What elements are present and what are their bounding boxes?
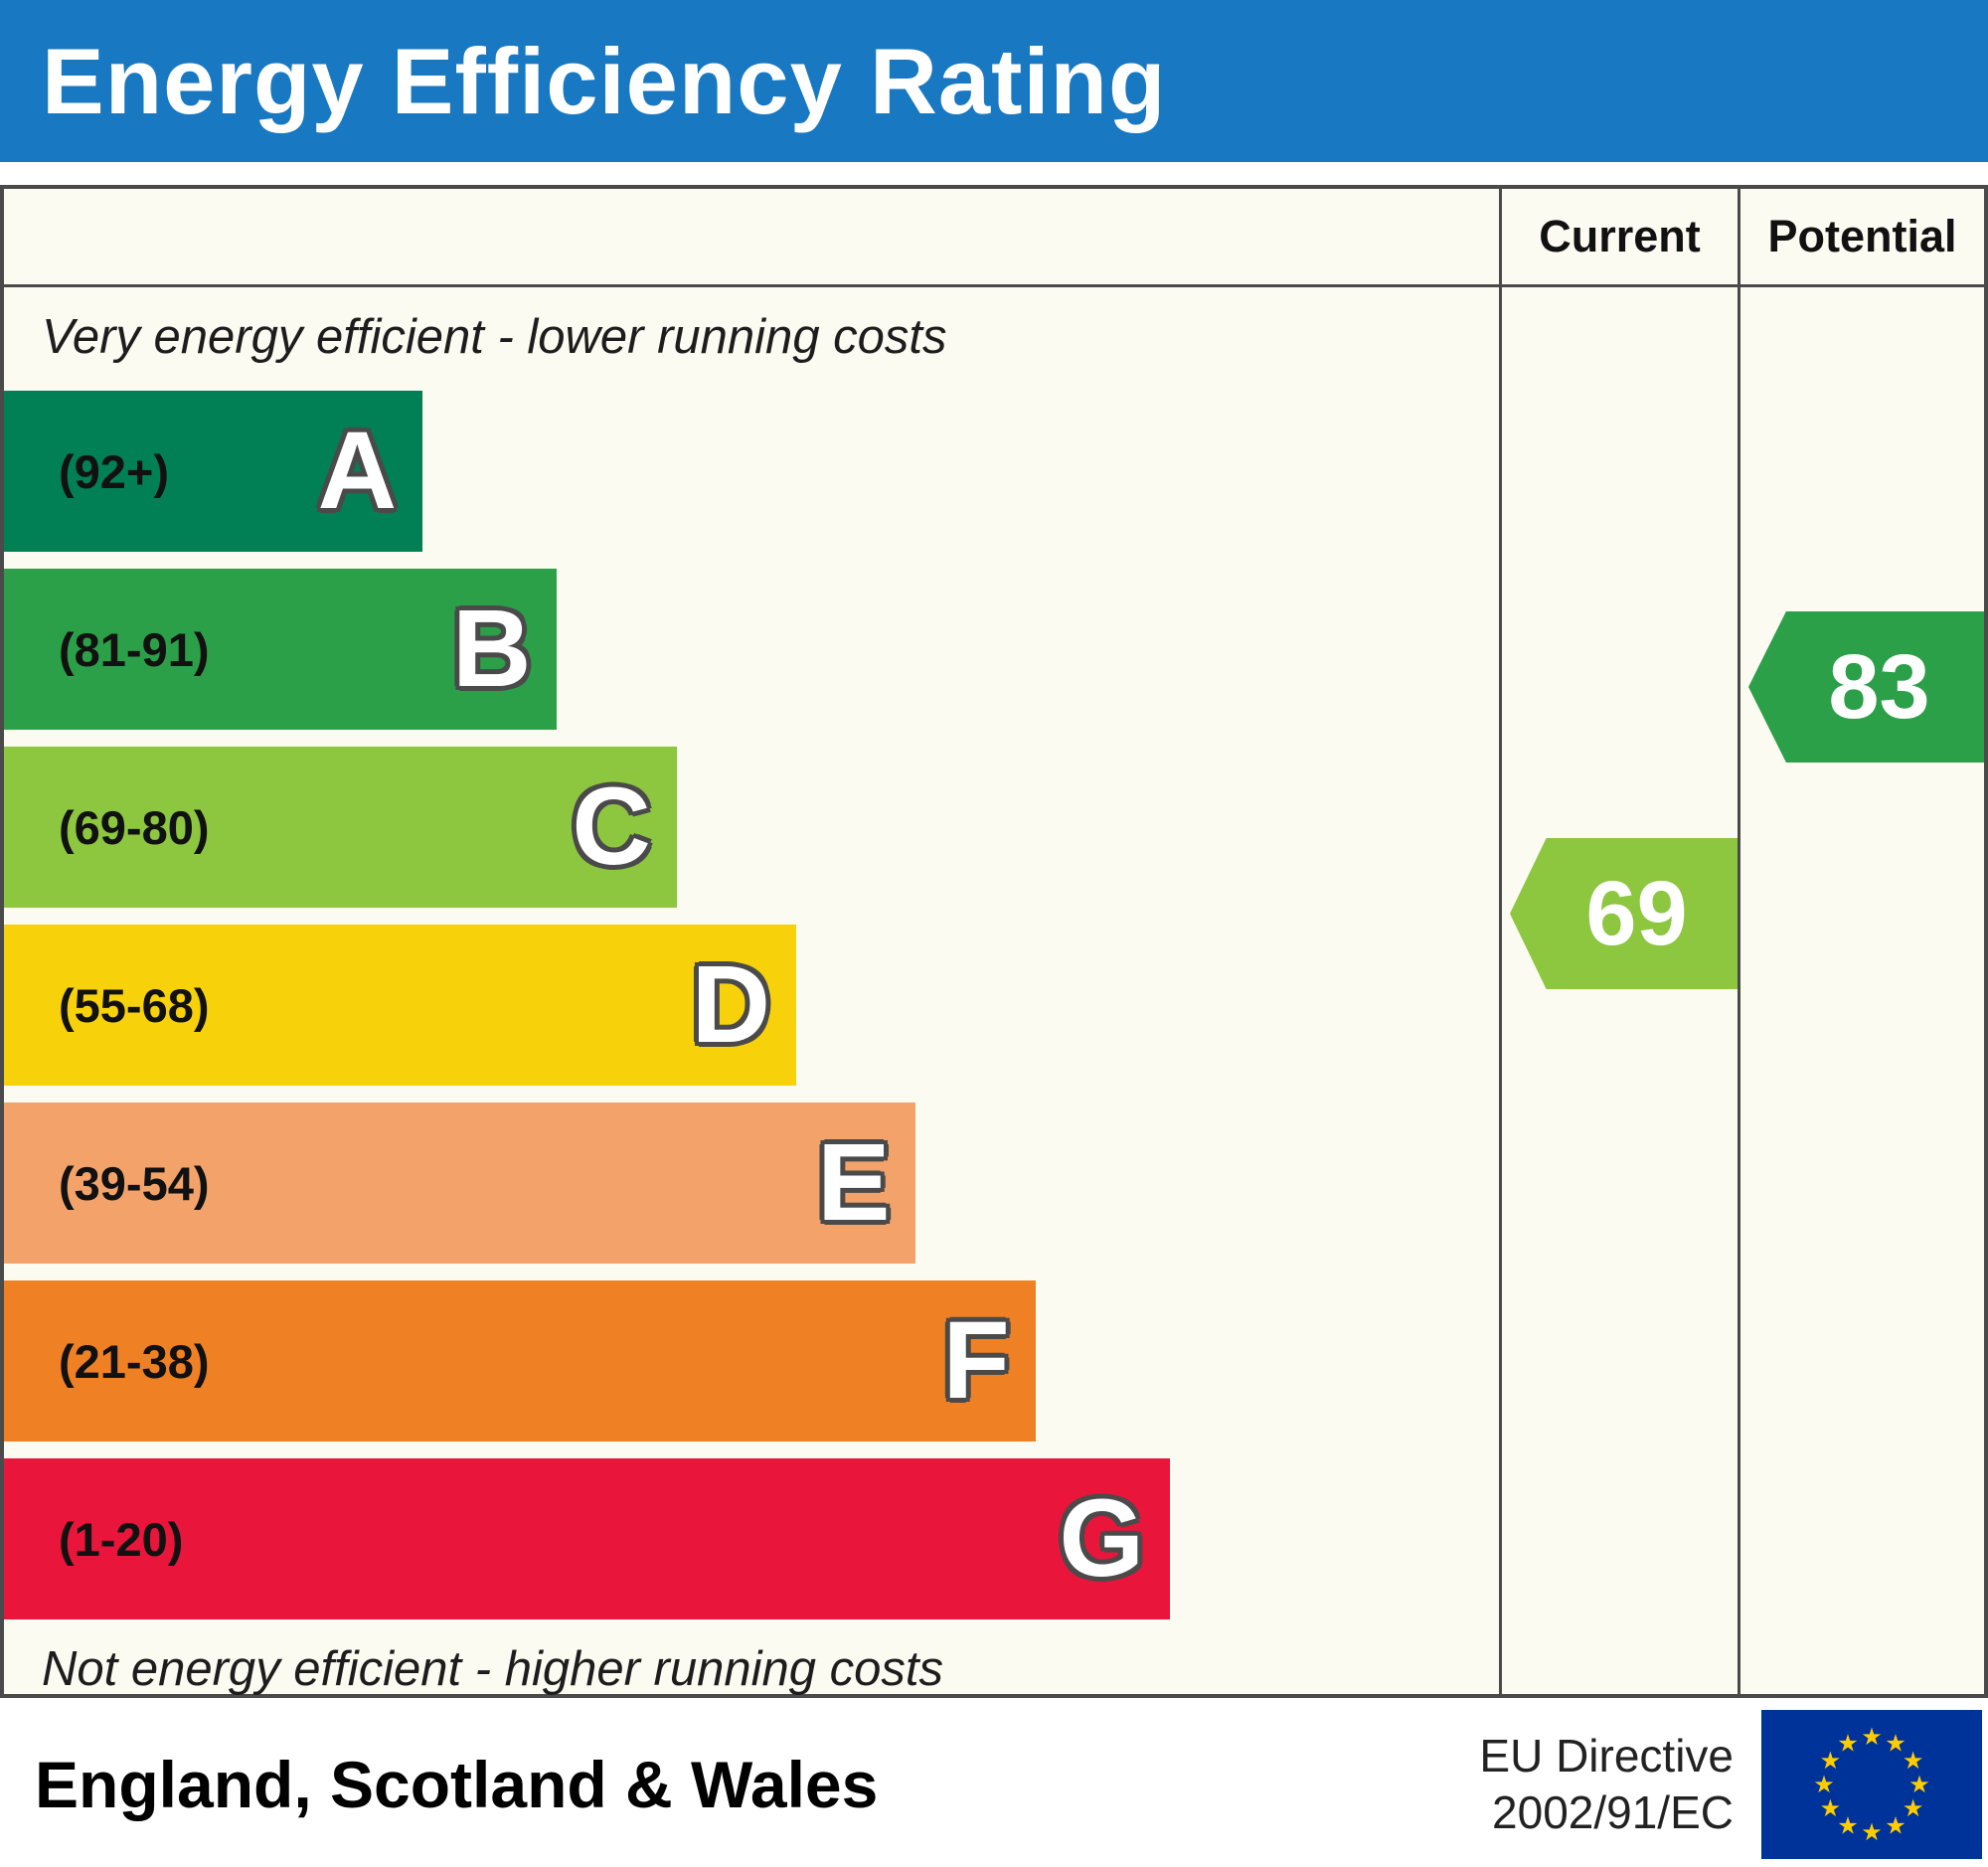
footer: England, Scotland & Wales EU Directive 2… (0, 1702, 1988, 1867)
svg-text:★: ★ (1820, 1794, 1842, 1822)
table-header: Current Potential (4, 189, 1984, 287)
rating-table: Current Potential Very energy efficient … (0, 185, 1988, 1698)
svg-text:★: ★ (1903, 1794, 1924, 1822)
svg-text:★: ★ (1837, 1812, 1859, 1840)
title-bar: Energy Efficiency Rating (0, 0, 1988, 162)
region-label: England, Scotland & Wales (35, 1748, 879, 1821)
band-row-g: (1-20) G (4, 1458, 1171, 1619)
table-body: Very energy efficient - lower running co… (4, 287, 1984, 1696)
bottom-note: Not energy efficient - higher running co… (42, 1642, 943, 1696)
bands-column: Very energy efficient - lower running co… (4, 287, 1499, 1696)
eu-flag-icon: ★ ★ ★ ★ ★ ★ ★ ★ ★ ★ ★ ★ (1761, 1710, 1982, 1859)
svg-text:★: ★ (1885, 1812, 1906, 1840)
band-range-label: (55-68) (59, 978, 210, 1032)
band-range-label: (1-20) (59, 1512, 184, 1566)
svg-text:★: ★ (1813, 1771, 1835, 1798)
band-range-label: (81-91) (59, 622, 210, 676)
eu-directive-label: EU Directive 2002/91/EC (1479, 1728, 1734, 1842)
current-rating-value: 69 (1585, 862, 1688, 964)
potential-rating-marker: 83 (1748, 611, 1984, 763)
current-rating-marker: 69 (1510, 838, 1738, 989)
svg-text:★: ★ (1837, 1729, 1859, 1757)
band-letter: F (942, 1299, 1010, 1422)
band-letter: A (317, 410, 398, 532)
top-note: Very energy efficient - lower running co… (42, 310, 947, 364)
svg-text:★: ★ (1885, 1729, 1906, 1757)
band-row-c: (69-80) C (4, 747, 677, 908)
band-range-label: (39-54) (59, 1156, 210, 1210)
potential-column: 83 (1738, 287, 1984, 1694)
svg-text:★: ★ (1903, 1747, 1924, 1775)
band-letter: D (691, 943, 771, 1066)
band-row-d: (55-68) D (4, 925, 797, 1086)
current-column-header: Current (1499, 189, 1738, 284)
potential-rating-value: 83 (1828, 635, 1930, 738)
band-row-a: (92+) A (4, 391, 423, 552)
svg-text:★: ★ (1820, 1747, 1842, 1775)
page-title: Energy Efficiency Rating (42, 28, 1167, 133)
current-column: 69 (1499, 287, 1738, 1694)
band-range-label: (69-80) (59, 800, 210, 854)
svg-text:★: ★ (1861, 1723, 1883, 1751)
band-row-e: (39-54) E (4, 1103, 916, 1264)
band-row-f: (21-38) F (4, 1280, 1036, 1442)
header-spacer (4, 189, 1499, 284)
eu-directive-line1: EU Directive (1479, 1729, 1734, 1782)
band-range-label: (21-38) (59, 1334, 210, 1388)
band-range-label: (92+) (59, 444, 170, 498)
eu-directive-line2: 2002/91/EC (1492, 1786, 1734, 1838)
svg-text:★: ★ (1908, 1771, 1930, 1798)
band-letter: C (572, 765, 651, 888)
svg-text:★: ★ (1861, 1818, 1883, 1846)
band-letter: E (817, 1121, 891, 1244)
band-letter: G (1059, 1477, 1145, 1600)
band-row-b: (81-91) B (4, 569, 558, 730)
potential-column-header: Potential (1738, 189, 1984, 284)
band-letter: B (452, 588, 532, 710)
